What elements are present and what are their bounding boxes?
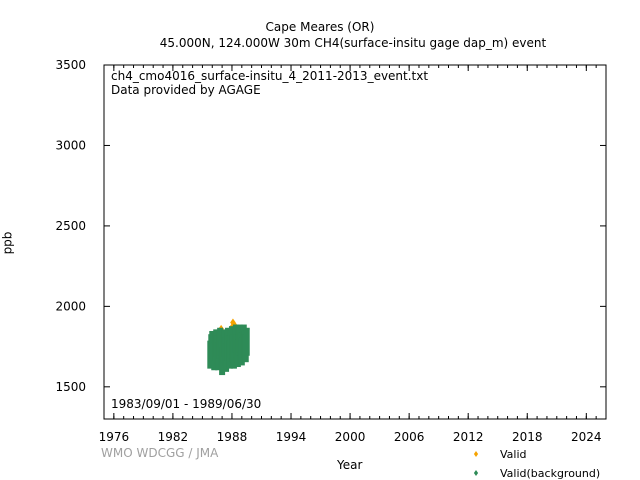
- x-tick-label: 2012: [453, 430, 484, 444]
- x-axis-label: Year: [337, 458, 363, 472]
- x-tick-label: 1988: [217, 430, 248, 444]
- x-tick-label: 1994: [276, 430, 307, 444]
- x-tick-label: 2024: [571, 430, 602, 444]
- y-tick-label: 2500: [55, 219, 86, 233]
- x-tick-label: 2000: [335, 430, 366, 444]
- x-tick-label: 1976: [99, 430, 130, 444]
- y-tick-label: 1500: [55, 380, 86, 394]
- legend-background-marker: [473, 470, 479, 476]
- y-tick-label: 3000: [55, 138, 86, 152]
- legend-valid-label: Valid: [500, 448, 527, 461]
- x-tick-label: 2006: [394, 430, 425, 444]
- x-tick-label: 2018: [512, 430, 543, 444]
- credit-text: WMO WDCGG / JMA: [101, 446, 219, 460]
- date-range-annotation: 1983/09/01 - 1989/06/30: [111, 397, 262, 411]
- chart-title: Cape Meares (OR): [265, 20, 375, 34]
- y-tick-label: 2000: [55, 299, 86, 313]
- file-name-annotation: ch4_cmo4016_surface-insitu_4_2011-2013_e…: [111, 69, 429, 83]
- x-tick-label: 1982: [158, 430, 189, 444]
- chart-subtitle: 45.000N, 124.000W 30m CH4(surface-insitu…: [159, 36, 547, 50]
- plot-frame: [103, 64, 607, 420]
- legend-valid-marker: [473, 451, 479, 457]
- y-tick-label: 3500: [55, 58, 86, 72]
- provider-annotation: Data provided by AGAGE: [111, 83, 261, 97]
- legend-background-label: Valid(background): [500, 467, 600, 480]
- valid-background-point: [243, 327, 250, 356]
